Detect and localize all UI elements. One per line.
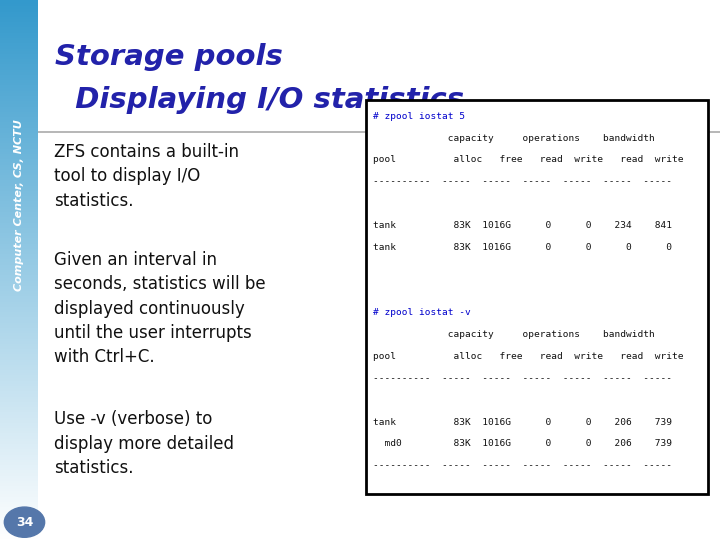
Text: ZFS contains a built-in
tool to display I/O
statistics.: ZFS contains a built-in tool to display … [54, 143, 239, 210]
Text: Computer Center, CS, NCTU: Computer Center, CS, NCTU [14, 119, 24, 291]
Text: tank          83K  1016G      0      0    234    841: tank 83K 1016G 0 0 234 841 [373, 221, 672, 230]
Text: Storage pools: Storage pools [55, 43, 283, 71]
Text: tank          83K  1016G      0      0    206    739: tank 83K 1016G 0 0 206 739 [373, 417, 672, 427]
Text: Use -v (verbose) to
display more detailed
statistics.: Use -v (verbose) to display more detaile… [54, 410, 234, 477]
Text: # zpool iostat -v: # zpool iostat -v [373, 308, 471, 318]
Text: Displaying I/O statistics: Displaying I/O statistics [55, 86, 464, 114]
Text: ----------  -----  -----  -----  -----  -----  -----: ---------- ----- ----- ----- ----- -----… [373, 374, 672, 383]
Text: ----------  -----  -----  -----  -----  -----  -----: ---------- ----- ----- ----- ----- -----… [373, 177, 672, 186]
Text: capacity     operations    bandwidth: capacity operations bandwidth [373, 330, 654, 339]
Text: pool          alloc   free   read  write   read  write: pool alloc free read write read write [373, 352, 683, 361]
FancyBboxPatch shape [366, 100, 708, 494]
Text: 34: 34 [16, 516, 33, 529]
Text: pool          alloc   free   read  write   read  write: pool alloc free read write read write [373, 156, 683, 165]
Text: tank          83K  1016G      0      0      0      0: tank 83K 1016G 0 0 0 0 [373, 243, 672, 252]
Text: md0         83K  1016G      0      0    206    739: md0 83K 1016G 0 0 206 739 [373, 440, 672, 449]
Text: capacity     operations    bandwidth: capacity operations bandwidth [373, 133, 654, 143]
Circle shape [4, 507, 45, 537]
Text: Given an interval in
seconds, statistics will be
displayed continuously
until th: Given an interval in seconds, statistics… [54, 251, 266, 366]
Text: ----------  -----  -----  -----  -----  -----  -----: ---------- ----- ----- ----- ----- -----… [373, 461, 672, 470]
Text: # zpool iostat 5: # zpool iostat 5 [373, 112, 465, 121]
